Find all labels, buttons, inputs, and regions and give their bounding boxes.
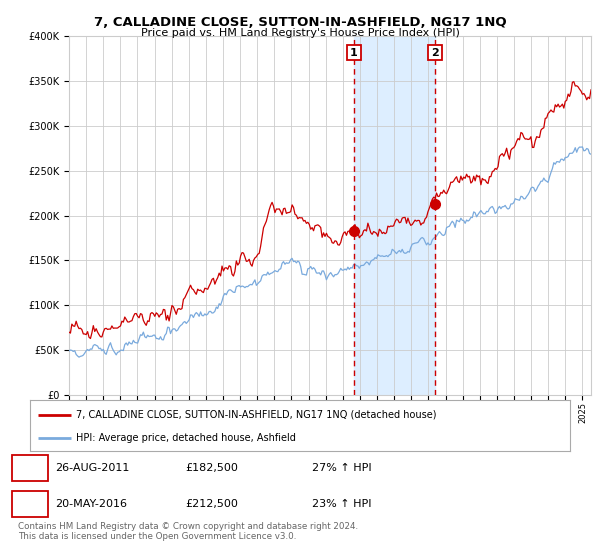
FancyBboxPatch shape — [12, 491, 48, 517]
Text: 7, CALLADINE CLOSE, SUTTON-IN-ASHFIELD, NG17 1NQ (detached house): 7, CALLADINE CLOSE, SUTTON-IN-ASHFIELD, … — [76, 409, 436, 419]
Text: 2: 2 — [431, 48, 439, 58]
Text: 23% ↑ HPI: 23% ↑ HPI — [311, 499, 371, 509]
Text: 20-MAY-2016: 20-MAY-2016 — [55, 499, 127, 509]
Text: 7, CALLADINE CLOSE, SUTTON-IN-ASHFIELD, NG17 1NQ: 7, CALLADINE CLOSE, SUTTON-IN-ASHFIELD, … — [94, 16, 506, 29]
Text: 26-AUG-2011: 26-AUG-2011 — [55, 463, 130, 473]
Text: Contains HM Land Registry data © Crown copyright and database right 2024.
This d: Contains HM Land Registry data © Crown c… — [18, 522, 358, 542]
Text: 2: 2 — [26, 499, 34, 509]
Text: Price paid vs. HM Land Registry's House Price Index (HPI): Price paid vs. HM Land Registry's House … — [140, 28, 460, 38]
Text: 27% ↑ HPI: 27% ↑ HPI — [311, 463, 371, 473]
Text: 1: 1 — [26, 463, 34, 473]
Text: £212,500: £212,500 — [185, 499, 238, 509]
Text: £182,500: £182,500 — [185, 463, 238, 473]
FancyBboxPatch shape — [12, 455, 48, 480]
Text: HPI: Average price, detached house, Ashfield: HPI: Average price, detached house, Ashf… — [76, 433, 296, 443]
Text: 1: 1 — [350, 48, 358, 58]
Bar — [354, 36, 435, 395]
